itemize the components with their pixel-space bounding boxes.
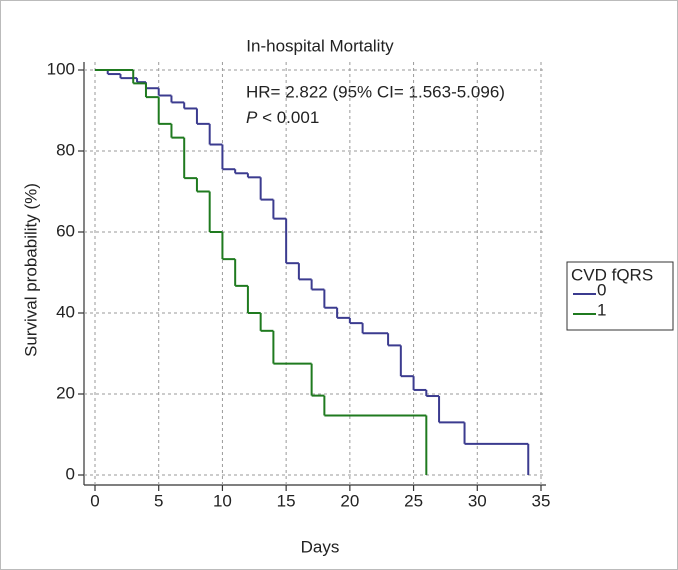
- y-tick-label: 20: [56, 383, 75, 402]
- x-tick-label: 25: [404, 491, 423, 510]
- legend-title: CVD fQRS: [571, 265, 653, 284]
- p-value: P < 0.001: [246, 108, 319, 127]
- x-axis-label: Days: [301, 537, 340, 556]
- x-tick-label: 30: [468, 491, 487, 510]
- y-tick-label: 60: [56, 221, 75, 240]
- x-tick-label: 35: [532, 491, 551, 510]
- y-tick-label: 40: [56, 302, 75, 321]
- y-tick-label: 100: [47, 59, 75, 78]
- y-tick-label: 0: [66, 464, 75, 483]
- legend-label: 1: [597, 300, 606, 319]
- y-tick-label: 80: [56, 140, 75, 159]
- x-tick-label: 5: [154, 491, 163, 510]
- legend-label: 0: [597, 280, 606, 299]
- legend-box: [566, 261, 674, 331]
- p-text: < 0.001: [262, 108, 319, 127]
- y-axis-label: Survival probability (%): [21, 183, 40, 357]
- x-tick-label: 20: [340, 491, 359, 510]
- x-tick-label: 0: [90, 491, 99, 510]
- x-tick-label: 10: [213, 491, 232, 510]
- x-tick-label: 15: [277, 491, 296, 510]
- chart-title: In-hospital Mortality: [246, 36, 394, 55]
- annotation: HR= 2.822 (95% CI= 1.563-5.096): [246, 82, 505, 101]
- p-symbol: P: [246, 108, 258, 127]
